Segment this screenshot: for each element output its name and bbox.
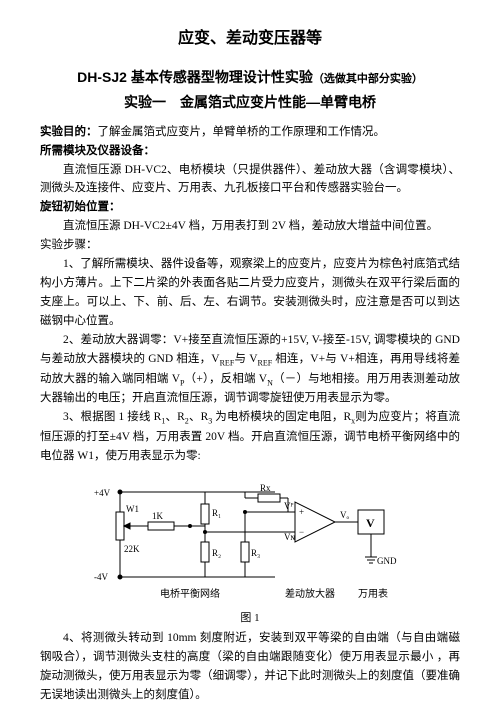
title-exp: 实验一 金属箔式应变片性能—单臂电桥 [40,91,460,114]
title-main: 应变、差动变压器等 [40,26,460,52]
step3-b: 、R [165,411,184,423]
step2-b: 与 V [234,353,257,365]
svg-text:R₂: R₂ [212,548,221,558]
step-1: 1、了解所需模块、器件设备等，观察梁上的应变片，应变片为棕色衬底箔式结构小方薄片… [40,255,460,331]
title-sub-note: （选做其中部分实验） [313,73,423,85]
svg-text:差动放大器: 差动放大器 [285,587,335,600]
step3-a: 3、根据图 1 接线 R [63,411,161,423]
section-knob-body: 直流恒压源 DH-VC2±4V 档，万用表打到 2V 档，差动放大增益中间位置。 [40,217,460,236]
svg-text:GND: GND [377,556,397,566]
section-equipment-head: 所需模块及仪器设备： [40,142,460,161]
svg-text:+: + [299,507,304,517]
sec3-head: 旋钮初始位置： [40,201,121,213]
title-sub-prefix: DH-SJ2 基本传感器型物理设计性实验 [77,69,313,85]
svg-text:电桥平衡网络: 电桥平衡网络 [160,587,220,600]
sec4-head: 实验步骤： [40,239,98,251]
svg-text:R₃: R₃ [251,548,260,558]
title-sub: DH-SJ2 基本传感器型物理设计性实验（选做其中部分实验） [40,66,460,89]
circuit-diagram: +4V -4V W1 22K 1K R₁ R₂ [90,472,410,607]
sec1-head: 实验目的： [40,126,98,138]
svg-text:Rx: Rx [260,483,271,493]
section-equipment-body: 直流恒压源 DH-VC2、电桥模块（只提供器件）、差动放大器（含调零模块）、测微… [40,161,460,199]
sub-ref: REF [220,359,235,368]
sec2-head: 所需模块及仪器设备： [40,145,155,157]
svg-text:V: V [366,516,375,530]
step-3: 3、根据图 1 接线 R1、R2、R3 为电桥模块的固定电阻，Rx则为应变片；将… [40,408,460,465]
svg-text:1K: 1K [152,511,164,521]
svg-text:22K: 22K [124,544,140,554]
svg-text:W1: W1 [126,504,139,514]
step-2: 2、差动放大器调零：V+接至直流恒压源的+15V, V-接至-15V, 调零模块… [40,331,460,408]
section-knob-head: 旋钮初始位置： [40,198,460,217]
sec1-body: 了解金属箔式应变片，单臂单桥的工作原理和工作情况。 [98,126,386,138]
section-purpose: 实验目的：了解金属箔式应变片，单臂单桥的工作原理和工作情况。 [40,123,460,142]
step3-c: 、R [189,411,208,423]
svg-text:万用表: 万用表 [358,587,388,600]
svg-text:Vɴ: Vɴ [284,532,295,542]
step3-d: 为电桥模块的固定电阻，R [212,411,351,423]
svg-text:+4V: +4V [94,488,111,498]
svg-text:Vᴾ: Vᴾ [284,501,293,511]
svg-text:Vₒ: Vₒ [340,510,349,520]
svg-text:R₁: R₁ [212,508,221,518]
svg-text:−: − [299,527,304,537]
step2-d: （+），反相端 V [184,373,267,385]
sub-ref2: REF [258,359,273,368]
figure-caption: 图 1 [40,609,460,627]
svg-text:-4V: -4V [94,572,108,582]
section-steps-head: 实验步骤： [40,236,460,255]
step-4: 4、将测微头转动到 10mm 刻度附近，安装到双平等梁的自由端（与自由端磁钢吸合… [40,629,460,705]
